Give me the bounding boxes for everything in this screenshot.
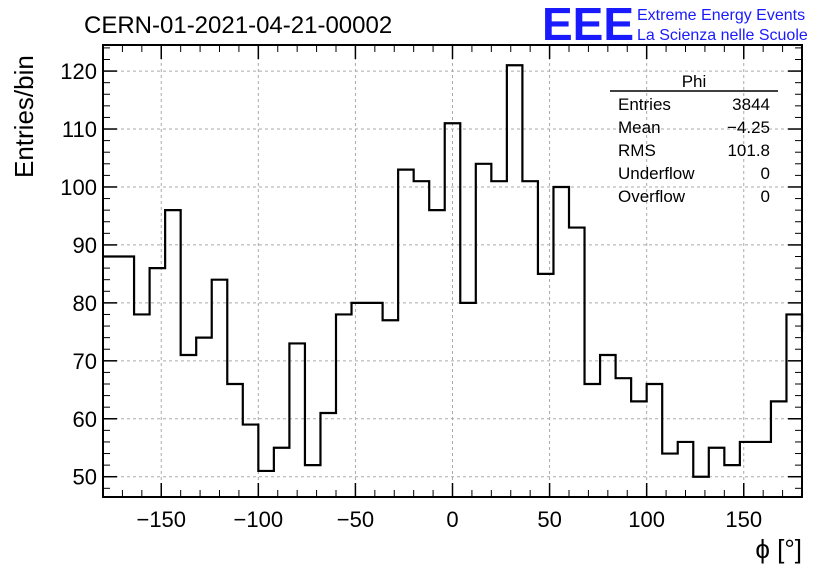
histogram-bin [569, 228, 585, 497]
histogram-bin [786, 314, 802, 497]
histogram-bin [693, 477, 709, 497]
eee-logo: EEE [542, 0, 634, 50]
x-axis-label: ϕ [°] [755, 534, 802, 564]
stats-value: 0 [761, 187, 770, 206]
histogram-bin [460, 303, 476, 497]
histogram-bin [414, 181, 430, 497]
stats-box: Phi Entries 3844 Mean −4.25 RMS 101.8 Underflo… [610, 72, 778, 206]
histogram-bin [724, 465, 740, 497]
histogram-bin [165, 210, 181, 497]
x-tick-label: −50 [337, 507, 374, 532]
stats-value: 101.8 [727, 141, 770, 160]
y-axis-label: Entries/bin [9, 55, 39, 178]
histogram-bin [678, 442, 694, 497]
histogram-bin [507, 65, 523, 497]
logo-line-2: La Scienza nelle Scuole [637, 27, 808, 44]
histogram-bin [662, 454, 678, 497]
histogram-bin [585, 384, 601, 497]
stats-value: 0 [761, 164, 770, 183]
histogram-bin [771, 401, 787, 497]
y-tick-label: 90 [73, 233, 97, 258]
x-tick-label: 150 [725, 507, 762, 532]
y-tick-label: 70 [73, 349, 97, 374]
histogram-bin [709, 448, 725, 497]
histogram-bin [243, 425, 259, 497]
stats-label: Mean [618, 118, 661, 137]
histogram-bin [134, 314, 150, 497]
histogram-bin [352, 303, 368, 497]
histogram-outline [103, 64, 804, 478]
grid-lines [103, 45, 802, 497]
histogram-bin [383, 320, 399, 497]
histogram-bin [103, 257, 119, 497]
x-tick-label: 50 [537, 507, 561, 532]
histogram-bin [616, 378, 632, 497]
x-tick-label: −150 [136, 507, 186, 532]
histogram-bin [755, 442, 771, 497]
logo-line-1: Extreme Energy Events [637, 7, 805, 24]
stats-value: −4.25 [727, 118, 770, 137]
stats-label: Overflow [618, 187, 686, 206]
histogram-bins [103, 65, 802, 497]
histogram-bin [538, 274, 554, 497]
histogram-bin [181, 355, 197, 497]
histogram-bin [476, 164, 492, 497]
x-tick-label: 0 [446, 507, 458, 532]
histogram-bin [429, 210, 445, 497]
x-tick-label: 100 [628, 507, 665, 532]
histogram-bin [274, 448, 290, 497]
histogram-bin [522, 181, 538, 497]
histogram-bin [320, 413, 336, 497]
histogram-bin [119, 257, 135, 497]
y-tick-label: 120 [60, 59, 97, 84]
histogram-bin [647, 384, 663, 497]
chart-title: CERN-01-2021-04-21-00002 [84, 12, 392, 39]
y-tick-label: 110 [62, 117, 97, 142]
histogram-bin [196, 338, 212, 497]
y-tick-label: 100 [60, 175, 97, 200]
stats-label: Entries [618, 95, 671, 114]
histogram-bin [553, 187, 569, 497]
histogram-bin [491, 181, 507, 497]
histogram-bin [258, 471, 274, 497]
plot-frame [102, 44, 803, 498]
histogram-bin [150, 268, 166, 497]
stats-label: RMS [618, 141, 656, 160]
histogram-bin [227, 384, 243, 497]
tick-labels: −150 −100 −50 0 50 100 150 50 60 70 80 90 100 110 120 [60, 59, 762, 532]
histogram-bin [600, 355, 616, 497]
y-tick-label: 60 [73, 407, 97, 432]
histogram-bin [289, 343, 305, 497]
y-tick-label: 50 [73, 465, 97, 490]
histogram-bin [631, 401, 647, 497]
y-tick-label: 80 [73, 291, 97, 316]
histogram-bin [305, 465, 321, 497]
histogram-bin [740, 442, 756, 497]
histogram-bin [336, 314, 352, 497]
stats-label: Underflow [618, 164, 695, 183]
histogram-bin [398, 170, 414, 497]
stats-value: 3844 [732, 95, 770, 114]
histogram-bin [367, 303, 383, 497]
stats-title: Phi [682, 72, 707, 91]
x-tick-label: −100 [234, 507, 284, 532]
histogram-bin [212, 280, 228, 497]
histogram-bin [445, 123, 461, 497]
